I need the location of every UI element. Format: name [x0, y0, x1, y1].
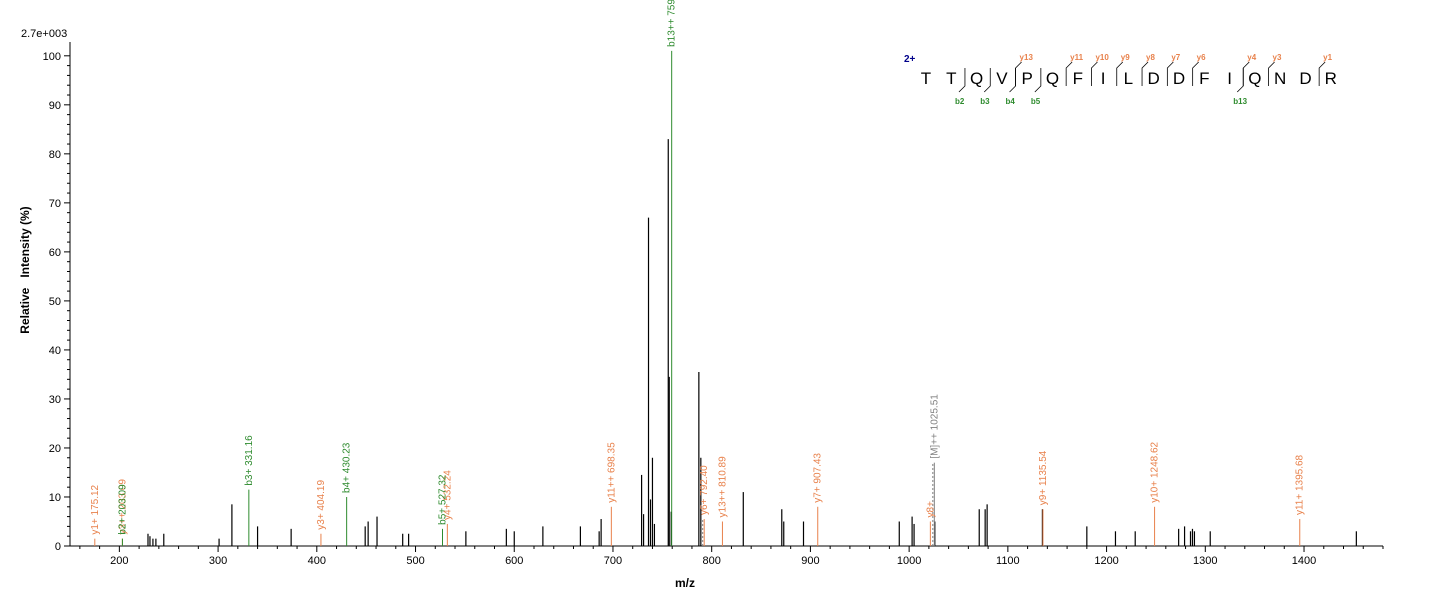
x-tick-label: 700: [604, 555, 622, 567]
residue: L: [1124, 69, 1133, 88]
residue: Q: [970, 69, 983, 88]
x-tick-label: 300: [209, 555, 227, 567]
residue: F: [1199, 69, 1209, 88]
y-ion-bracket: [1192, 61, 1199, 86]
y-tick-label: 10: [49, 492, 61, 504]
residue: Q: [1046, 69, 1059, 88]
y-ion-bracket: [1141, 61, 1149, 86]
x-axis-title: m/z: [675, 576, 695, 590]
peak-label: y9+ 1135.54: [1038, 450, 1049, 505]
x-tick-label: 1100: [996, 555, 1020, 567]
y-ion-bracket: [1116, 61, 1124, 86]
x-tick-label: 500: [406, 555, 424, 567]
peak-label: y6+ 792.40: [699, 465, 710, 515]
residue: V: [996, 69, 1008, 88]
x-tick-label: 900: [801, 555, 819, 567]
peak-label: b4+ 430.23: [342, 442, 353, 493]
peak-label: y4+ 532.24: [442, 470, 453, 520]
y-tick-label: 80: [49, 149, 61, 161]
residue: D: [1299, 69, 1311, 88]
x-tick-label: 200: [110, 555, 128, 567]
peak-label: b2+ 203.09: [117, 484, 128, 535]
y-tick-label: 40: [49, 345, 61, 357]
b-ion-bracket: [983, 68, 991, 93]
y-tick-label: 0: [55, 541, 61, 553]
peak-label: y10+ 1248.62: [1150, 441, 1161, 502]
x-tick-label: 800: [703, 555, 721, 567]
residue: F: [1073, 69, 1083, 88]
x-tick-label: 1200: [1094, 555, 1118, 567]
residue: P: [1022, 69, 1033, 88]
peak-label: y13++ 810.89: [717, 456, 728, 518]
x-tick-label: 1000: [897, 555, 921, 567]
residue: T: [921, 69, 931, 88]
y-tick-label: 70: [49, 198, 61, 210]
peak-label: y7+ 907.43: [813, 453, 824, 503]
y-tick-label: 50: [49, 296, 61, 308]
y-ion-label: y1: [1323, 53, 1332, 62]
residue: N: [1274, 69, 1286, 88]
y-ion-label: y4: [1247, 53, 1256, 62]
residue: I: [1101, 69, 1106, 88]
b-ion-bracket: [958, 68, 966, 93]
b-ion-bracket: [1009, 68, 1016, 93]
y-ion-bracket: [1268, 61, 1275, 86]
peak-label: y11++ 698.35: [606, 442, 617, 503]
y-axis-title: Relative Intensity (%): [18, 206, 32, 333]
residue: D: [1173, 69, 1185, 88]
y-ion-label: y9: [1121, 53, 1130, 62]
y-ion-bracket: [1065, 61, 1073, 86]
x-tick-label: 600: [505, 555, 523, 567]
b-ion-bracket: [1236, 68, 1244, 93]
y-tick-label: 20: [49, 443, 61, 455]
residue: Q: [1248, 69, 1261, 88]
charge-state: 2+: [904, 54, 916, 65]
y-ion-bracket: [1091, 61, 1098, 86]
peak-label: y8+: [925, 501, 936, 518]
peak-label: y3+ 404.19: [316, 480, 327, 530]
residue: R: [1325, 69, 1337, 88]
b-ion-label: b4: [1006, 97, 1016, 106]
peak-label: b3+ 331.16: [244, 435, 255, 486]
y-tick-label: 90: [49, 100, 61, 112]
peak-label: y11+ 1395.68: [1295, 454, 1306, 515]
y-ion-label: y7: [1171, 53, 1180, 62]
residue: I: [1227, 69, 1232, 88]
b-ion-bracket: [1034, 68, 1042, 93]
x-tick-label: 400: [308, 555, 326, 567]
peak-label: y1+ 175.12: [90, 484, 101, 534]
y-tick-label: 30: [49, 394, 61, 406]
residue: D: [1148, 69, 1160, 88]
y-ion-label: y11: [1070, 53, 1083, 62]
y-ion-bracket: [1318, 61, 1326, 86]
residue: T: [946, 69, 956, 88]
y-ion-label: y8: [1146, 53, 1155, 62]
b-ion-label: b3: [980, 97, 990, 106]
y-ion-label: y3: [1273, 53, 1282, 62]
y-tick-label: 60: [49, 247, 61, 259]
max-intensity-label: 2.7e+003: [21, 28, 67, 40]
y-ion-bracket: [1166, 61, 1174, 86]
y-ion-label: y10: [1095, 53, 1109, 62]
peak-label: b5+ 527.32: [437, 474, 448, 525]
x-tick-label: 1400: [1292, 555, 1316, 567]
y-ion-label: y6: [1197, 53, 1206, 62]
peak-label: y3++ 203.09: [117, 479, 128, 535]
y-ion-label: y13: [1020, 53, 1034, 62]
b-ion-label: b2: [955, 97, 965, 106]
peak-label: [M]++ 1025.51: [929, 394, 940, 459]
peak-label: b13++ 759.47: [667, 0, 678, 47]
x-tick-label: 1300: [1193, 555, 1217, 567]
y-tick-label: 100: [43, 51, 61, 63]
b-ion-label: b13: [1233, 97, 1247, 106]
b-ion-label: b5: [1031, 97, 1041, 106]
